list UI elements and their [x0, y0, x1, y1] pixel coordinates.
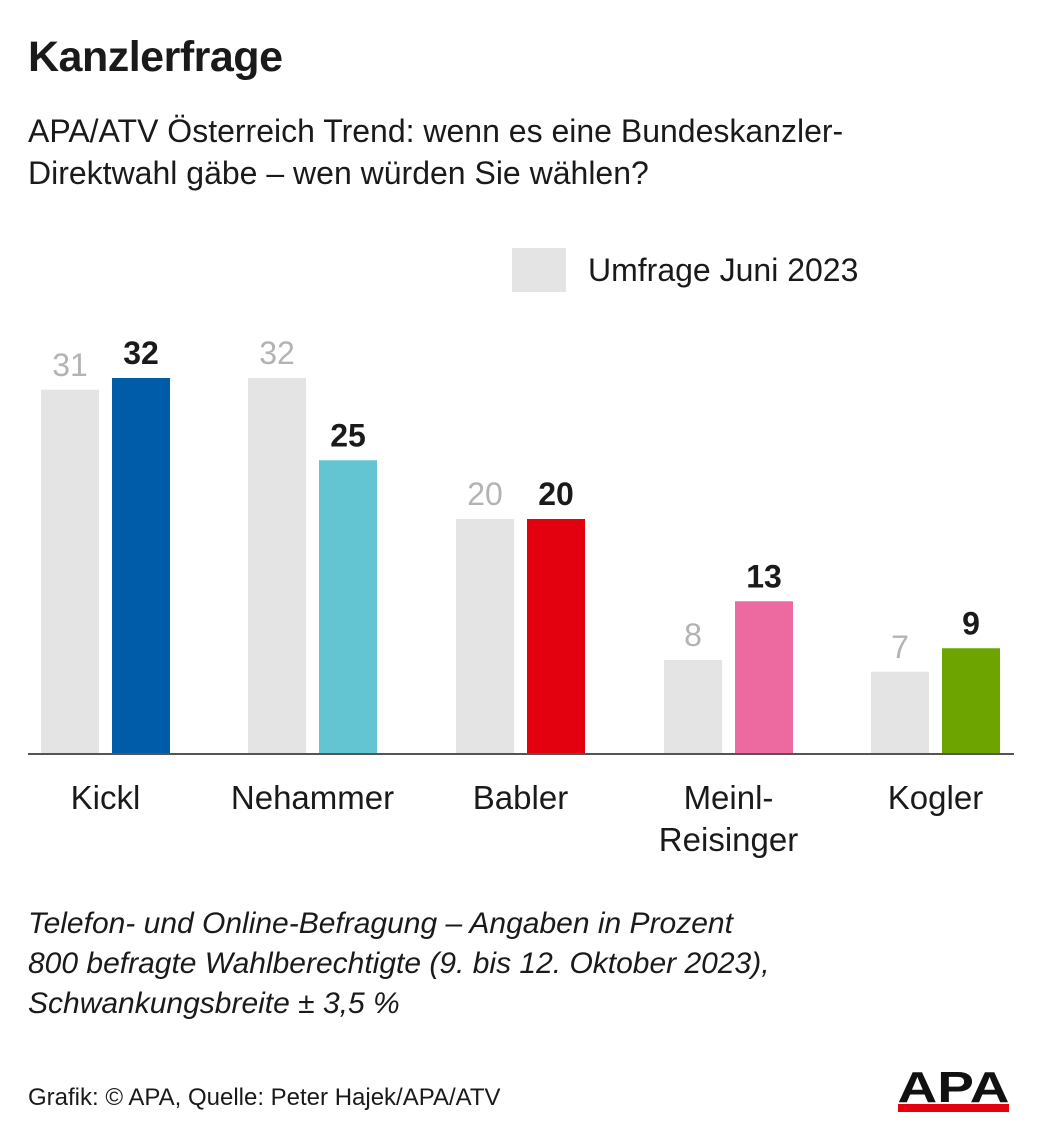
chart-title: Kanzlerfrage [28, 33, 283, 81]
bar-previous [456, 519, 514, 754]
bar-current [319, 460, 377, 754]
bar-current [942, 648, 1000, 754]
footnote-line: 800 befragte Wahlberechtigte (9. bis 12.… [28, 947, 770, 980]
category-label: Nehammer [231, 779, 394, 816]
data-label-previous: 7 [891, 629, 909, 665]
category-label: Reisinger [659, 821, 798, 858]
category-label: Kogler [888, 779, 983, 816]
subtitle-line: Direktwahl gäbe – wen würden Sie wählen? [28, 155, 649, 191]
apa-logo: APA [898, 1064, 1010, 1112]
data-label-current: 32 [123, 335, 159, 371]
chart-subtitle: APA/ATV Österreich Trend: wenn es eine B… [28, 110, 1018, 194]
footnote-line: Schwankungsbreite ± 3,5 % [28, 987, 400, 1020]
data-label-current: 20 [538, 476, 574, 512]
data-label-current: 13 [746, 558, 782, 594]
data-label-previous: 32 [259, 335, 295, 371]
bar-current [527, 519, 585, 754]
bar-previous [664, 660, 722, 754]
data-label-current: 25 [330, 417, 366, 453]
data-label-previous: 20 [467, 476, 503, 512]
bar-chart: 31 32 Kickl 32 25 Nehammer 20 20 Babler 8 13 Meinl-… [28, 335, 1014, 858]
bar-current [735, 601, 793, 754]
subtitle-line: APA/ATV Österreich Trend: wenn es eine B… [28, 113, 844, 149]
data-label-previous: 31 [52, 347, 88, 383]
bar-previous [248, 378, 306, 754]
category-label: Meinl- [684, 779, 774, 816]
legend-label: Umfrage Juni 2023 [588, 251, 859, 288]
data-label-current: 9 [962, 605, 980, 641]
apa-logo-accent [898, 1104, 1009, 1112]
data-label-previous: 8 [684, 617, 702, 653]
source-credit: Grafik: © APA, Quelle: Peter Hajek/APA/A… [28, 1084, 501, 1111]
footnote-line: Telefon- und Online-Befragung – Angaben … [28, 907, 733, 940]
legend: Umfrage Juni 2023 [512, 247, 858, 293]
category-label: Babler [473, 779, 568, 816]
legend-swatch [512, 248, 566, 292]
bar-previous [41, 389, 99, 754]
footnotes: Telefon- und Online-Befragung – Angaben … [28, 904, 1018, 1024]
category-label: Kickl [71, 779, 141, 816]
bar-previous [871, 671, 929, 754]
bar-current [112, 378, 170, 754]
